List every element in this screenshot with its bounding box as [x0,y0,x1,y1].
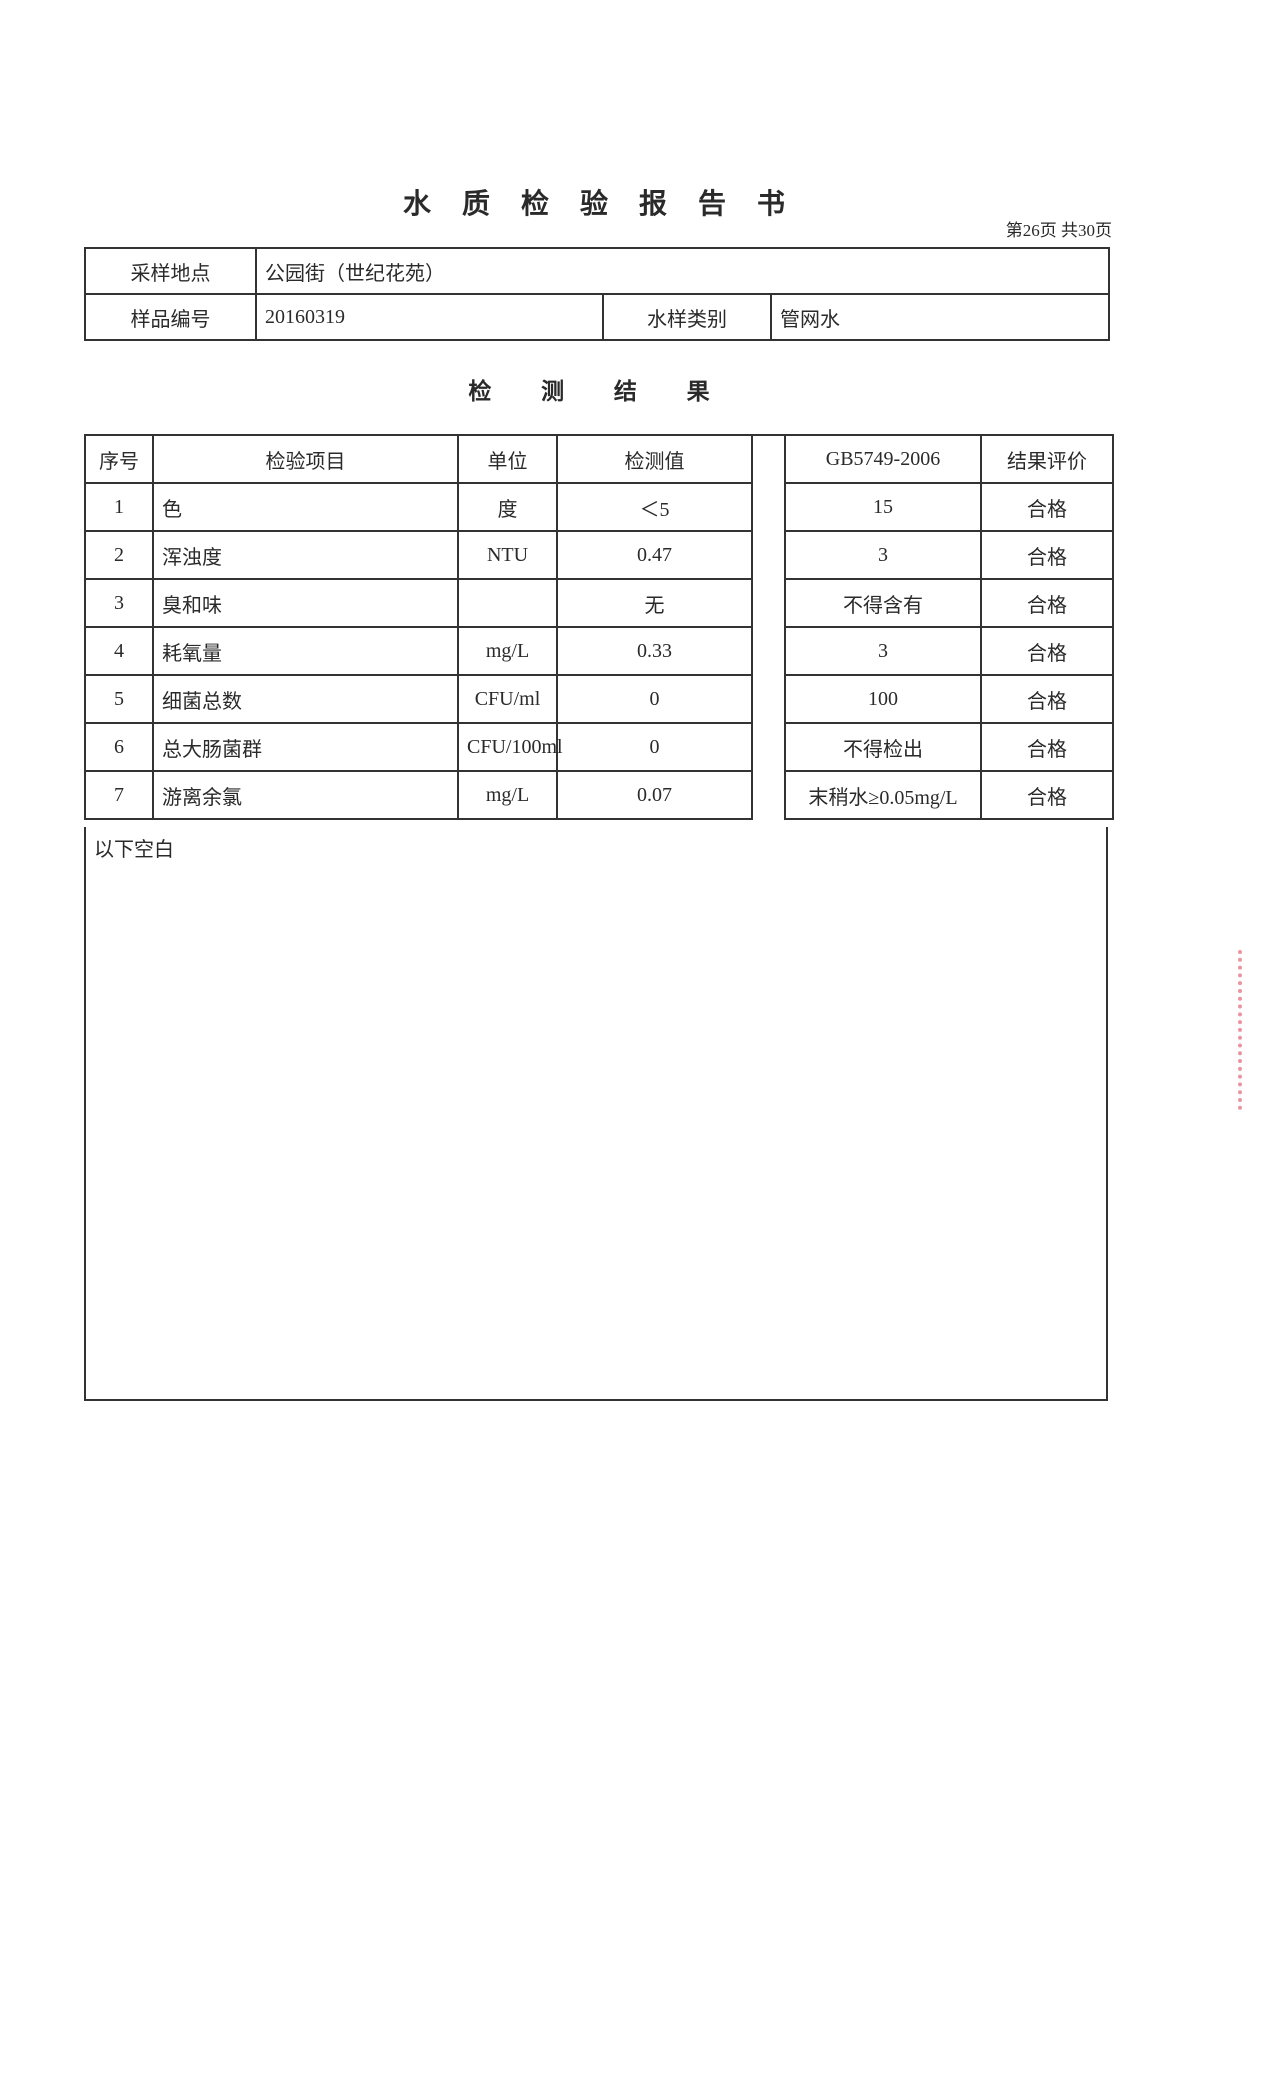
cell-item: 色 [152,482,459,532]
gap-column [751,434,786,483]
cell-unit [457,578,558,628]
cell-index: 5 [84,674,154,724]
cell-evaluation: 合格 [980,530,1114,580]
gap-column [751,483,786,531]
header-standard: GB5749-2006 [784,434,982,484]
gap-column [751,579,786,627]
table-row: 6 总大肠菌群 CFU/100ml 0 不得检出 合格 [84,722,1114,772]
cell-value: 0 [556,674,753,724]
cell-index: 3 [84,578,154,628]
table-row: 2 浑浊度 NTU 0.47 3 合格 [84,530,1114,580]
cell-item: 臭和味 [152,578,459,628]
header-evaluation: 结果评价 [980,434,1114,484]
cell-evaluation: 合格 [980,770,1114,820]
cell-standard: 100 [784,674,982,724]
cell-standard: 不得检出 [784,722,982,772]
header-row: 序号 检验项目 单位 检测值 GB5749-2006 结果评价 [84,434,1114,484]
cell-index: 4 [84,626,154,676]
cell-item: 总大肠菌群 [152,722,459,772]
sample-id-label: 样品编号 [84,293,257,341]
cell-evaluation: 合格 [980,722,1114,772]
cell-value: 0.33 [556,626,753,676]
cell-unit: CFU/ml [457,674,558,724]
cell-unit: 度 [457,482,558,532]
water-type-label: 水样类别 [602,293,772,341]
sample-id-value: 20160319 [255,293,604,341]
water-type-value: 管网水 [770,293,1110,341]
blank-area: 以下空白 [84,827,1108,1401]
cell-evaluation: 合格 [980,482,1114,532]
cell-item: 游离余氯 [152,770,459,820]
cell-index: 7 [84,770,154,820]
report-title: 水 质 检 验 报 告 书 [402,189,797,220]
header-index: 序号 [84,434,154,484]
table-row: 1 色度＜5 15 合格 [84,482,1114,532]
cell-standard: 3 [784,530,982,580]
page-number: 第26页 共30页 [1005,221,1112,240]
cell-standard: 不得含有 [784,578,982,628]
table-row: 5 细菌总数 CFU/ml 0 100 合格 [84,674,1114,724]
info-row-sample: 样品编号 20160319 水样类别 管网水 [84,293,1110,341]
cell-standard: 15 [784,482,982,532]
cell-index: 6 [84,722,154,772]
cell-value: ＜5 [556,482,753,532]
gap-column [751,627,786,675]
cell-unit: NTU [457,530,558,580]
section-title: 检 测 结 果 [468,379,732,404]
sample-info-table: 采样地点 公园街（世纪花苑） 样品编号 20160319 水样类别 管网水 [84,247,1110,341]
table-row: 3 臭和味 无不得含有 合格 [84,578,1114,628]
results-table: 序号 检验项目 单位 检测值 GB5749-2006 结果评价 1 色度＜5 15 合格 2 浑浊度 N… [84,434,1114,820]
header-unit: 单位 [457,434,558,484]
cell-item: 细菌总数 [152,674,459,724]
cell-item: 浑浊度 [152,530,459,580]
cell-evaluation: 合格 [980,578,1114,628]
cell-unit: mg/L [457,626,558,676]
cell-index: 2 [84,530,154,580]
cell-standard: 3 [784,626,982,676]
table-row: 4 耗氧量 mg/L 0.33 3 合格 [84,626,1114,676]
header-item: 检验项目 [152,434,459,484]
cell-index: 1 [84,482,154,532]
cell-unit: CFU/100ml [457,722,563,772]
footer-note: 以下空白 [94,839,174,861]
table-row: 7 游离余氯 mg/L 0.07 末稍水≥0.05mg/L 合格 [84,770,1114,820]
location-value: 公园街（世纪花苑） [255,247,1110,295]
gap-column [751,723,786,771]
location-label: 采样地点 [84,247,257,295]
gap-column [751,531,786,579]
cell-standard: 末稍水≥0.05mg/L [784,770,982,820]
gap-column [751,675,786,723]
gap-column [751,771,786,819]
cell-item: 耗氧量 [152,626,459,676]
cell-value: 无 [556,578,753,628]
red-stamp-fragment [1238,950,1252,1110]
cell-value: 0.07 [556,770,753,820]
cell-unit: mg/L [457,770,558,820]
cell-evaluation: 合格 [980,626,1114,676]
cell-value: 0 [556,722,753,772]
header-value: 检测值 [556,434,753,484]
cell-evaluation: 合格 [980,674,1114,724]
cell-value: 0.47 [556,530,753,580]
info-row-location: 采样地点 公园街（世纪花苑） [84,247,1110,295]
